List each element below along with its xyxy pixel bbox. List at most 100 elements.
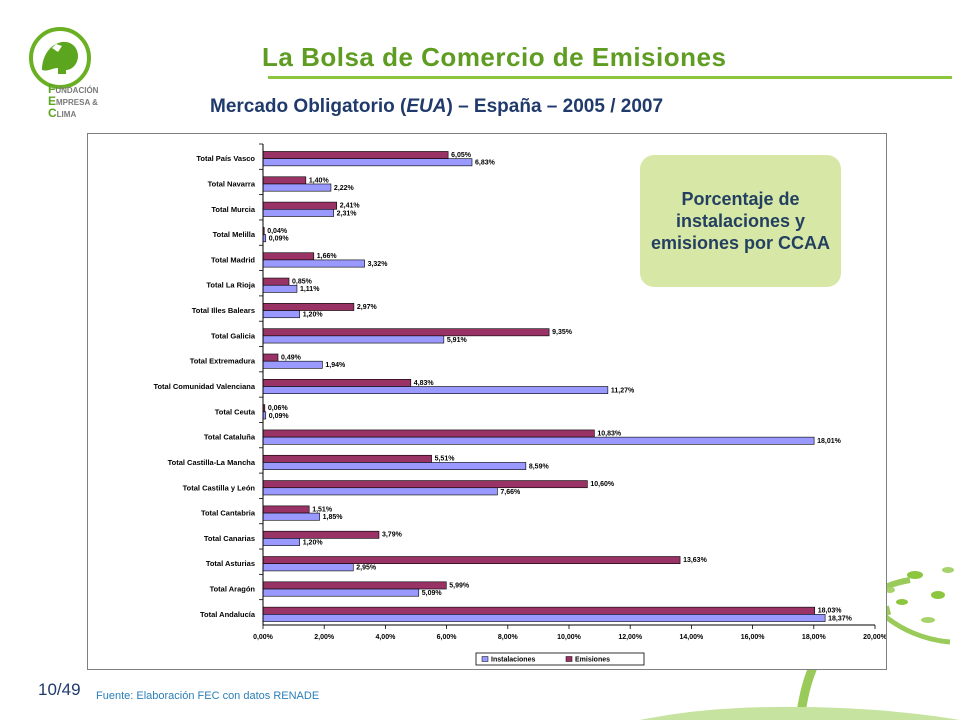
bar-emisiones [262,328,550,337]
data-label-instalaciones: 18,37% [828,615,853,622]
category-label: Total La Rioja [206,281,255,290]
data-label-instalaciones: 8,59% [529,463,550,470]
category-label: Total Galicia [211,331,256,340]
data-label-instalaciones: 5,09% [422,590,443,597]
page-title: La Bolsa de Comercio de Emisiones [262,42,727,72]
data-label-emisiones: 5,99% [449,582,470,589]
data-label-emisiones: 2,41% [340,203,361,210]
bar-instalaciones [262,335,445,344]
bar-emisiones [262,454,432,463]
category-label: Total Murcia [211,205,255,214]
legend-box [475,652,645,666]
bar-instalaciones [262,208,334,217]
bar-emisiones [262,505,310,514]
bar-chart: Total País Vasco 6,05%6,83% Total Navarra 1… [153,143,886,666]
source-note: Fuente: Elaboración FEC con datos RENADE [96,690,320,702]
data-label-instalaciones: 3,32% [368,261,389,268]
x-tick-label: 0,00% [253,634,274,641]
category-label: Total Melilla [213,230,256,239]
data-label-emisiones: 0,49% [281,354,302,361]
data-label-instalaciones: 2,22% [334,185,355,192]
bar-instalaciones [262,588,420,597]
data-label-emisiones: 9,35% [552,329,573,336]
bar-instalaciones [262,436,815,445]
data-label-instalaciones: 5,91% [447,337,468,344]
category-label: Total Andalucía [200,610,256,619]
bar-instalaciones [262,614,826,622]
data-label-emisiones: 1,66% [317,253,338,260]
data-label-emisiones: 10,60% [590,481,615,488]
chart-callout: Porcentaje de instalaciones y emisiones … [640,155,841,287]
data-label-instalaciones: 18,01% [817,438,842,445]
x-tick-label: 12,00% [618,634,643,641]
bar-emisiones [262,252,315,261]
x-tick-label: 6,00% [437,634,458,641]
category-label: Total Extremadura [190,357,256,366]
category-label: Total País Vasco [196,154,255,163]
x-tick-label: 10,00% [557,634,582,641]
category-label: Total Illes Balears [192,306,255,315]
data-label-instalaciones: 6,83% [475,160,496,167]
brand-text: FUNDACIÓN EMPRESA & CLIMA [48,82,99,120]
bar-emisiones [262,201,338,210]
data-label-emisiones: 4,83% [414,380,435,387]
data-label-emisiones: 5,51% [435,456,456,463]
bar-emisiones [262,151,449,159]
bar-instalaciones [262,158,473,167]
category-label: Total Ceuta [215,407,256,416]
data-label-emisiones: 2,97% [357,304,378,311]
subtitle-emphasis: EUA [406,96,447,117]
data-label-emisiones: 3,79% [382,532,403,539]
data-label-emisiones: 0,06% [268,405,289,412]
bar-instalaciones [262,462,527,470]
category-label: Total Cantabria [201,509,256,518]
data-label-instalaciones: 0,09% [269,236,290,243]
data-label-emisiones: 13,63% [683,557,708,564]
data-label-emisiones: 18,03% [818,608,843,615]
page-number: 10/49 [38,680,81,699]
bar-instalaciones [262,512,320,521]
category-label: Total Castilla-La Mancha [168,458,256,467]
bar-instalaciones [262,310,301,319]
bar-instalaciones [262,284,298,293]
data-label-instalaciones: 1,85% [323,514,344,521]
data-label-instalaciones: 1,11% [300,286,320,293]
category-label: Total Madrid [211,255,255,264]
data-label-emisiones: 1,40% [309,177,330,184]
x-tick-label: 4,00% [375,634,396,641]
data-label-emisiones: 0,04% [267,228,288,235]
callout-text: Porcentaje de instalaciones y emisiones … [650,189,831,253]
data-label-emisiones: 6,05% [451,152,472,159]
category-label: Total Castilla y León [183,483,256,492]
bar-emisiones [262,606,816,615]
data-label-instalaciones: 2,95% [356,565,377,572]
bar-emisiones [262,379,412,387]
bar-emisiones [262,303,355,311]
category-label: Total Canarias [204,534,255,543]
category-label: Total Aragón [210,585,256,594]
page-subtitle: Mercado Obligatorio (EUA) – España – 200… [210,96,664,117]
data-label-instalaciones: 11,27% [611,388,635,395]
x-tick-label: 2,00% [314,634,335,641]
legend-label-instalaciones: Instalaciones [491,657,535,664]
bar-emisiones [262,556,681,565]
legend-swatch-emisiones [565,656,573,662]
title-underline [268,76,952,79]
bar-instalaciones [262,183,332,192]
category-label: Total Cataluña [204,433,256,442]
data-label-emisiones: 0,85% [292,279,313,286]
bar-emisiones [262,530,380,539]
category-label: Total Asturias [206,559,255,568]
data-label-emisiones: 1,51% [312,506,333,513]
bar-emisiones [262,277,290,286]
data-label-instalaciones: 1,20% [303,312,324,319]
bar-emisiones [262,581,447,590]
data-label-emisiones: 10,83% [597,430,622,437]
data-label-instalaciones: 0,09% [269,413,290,420]
x-tick-label: 8,00% [498,634,519,641]
x-tick-label: 16,00% [741,634,766,641]
bar-instalaciones [262,538,301,546]
data-label-instalaciones: 2,31% [337,210,358,217]
x-tick-label: 20,00% [863,634,886,641]
data-label-instalaciones: 1,20% [303,539,324,546]
